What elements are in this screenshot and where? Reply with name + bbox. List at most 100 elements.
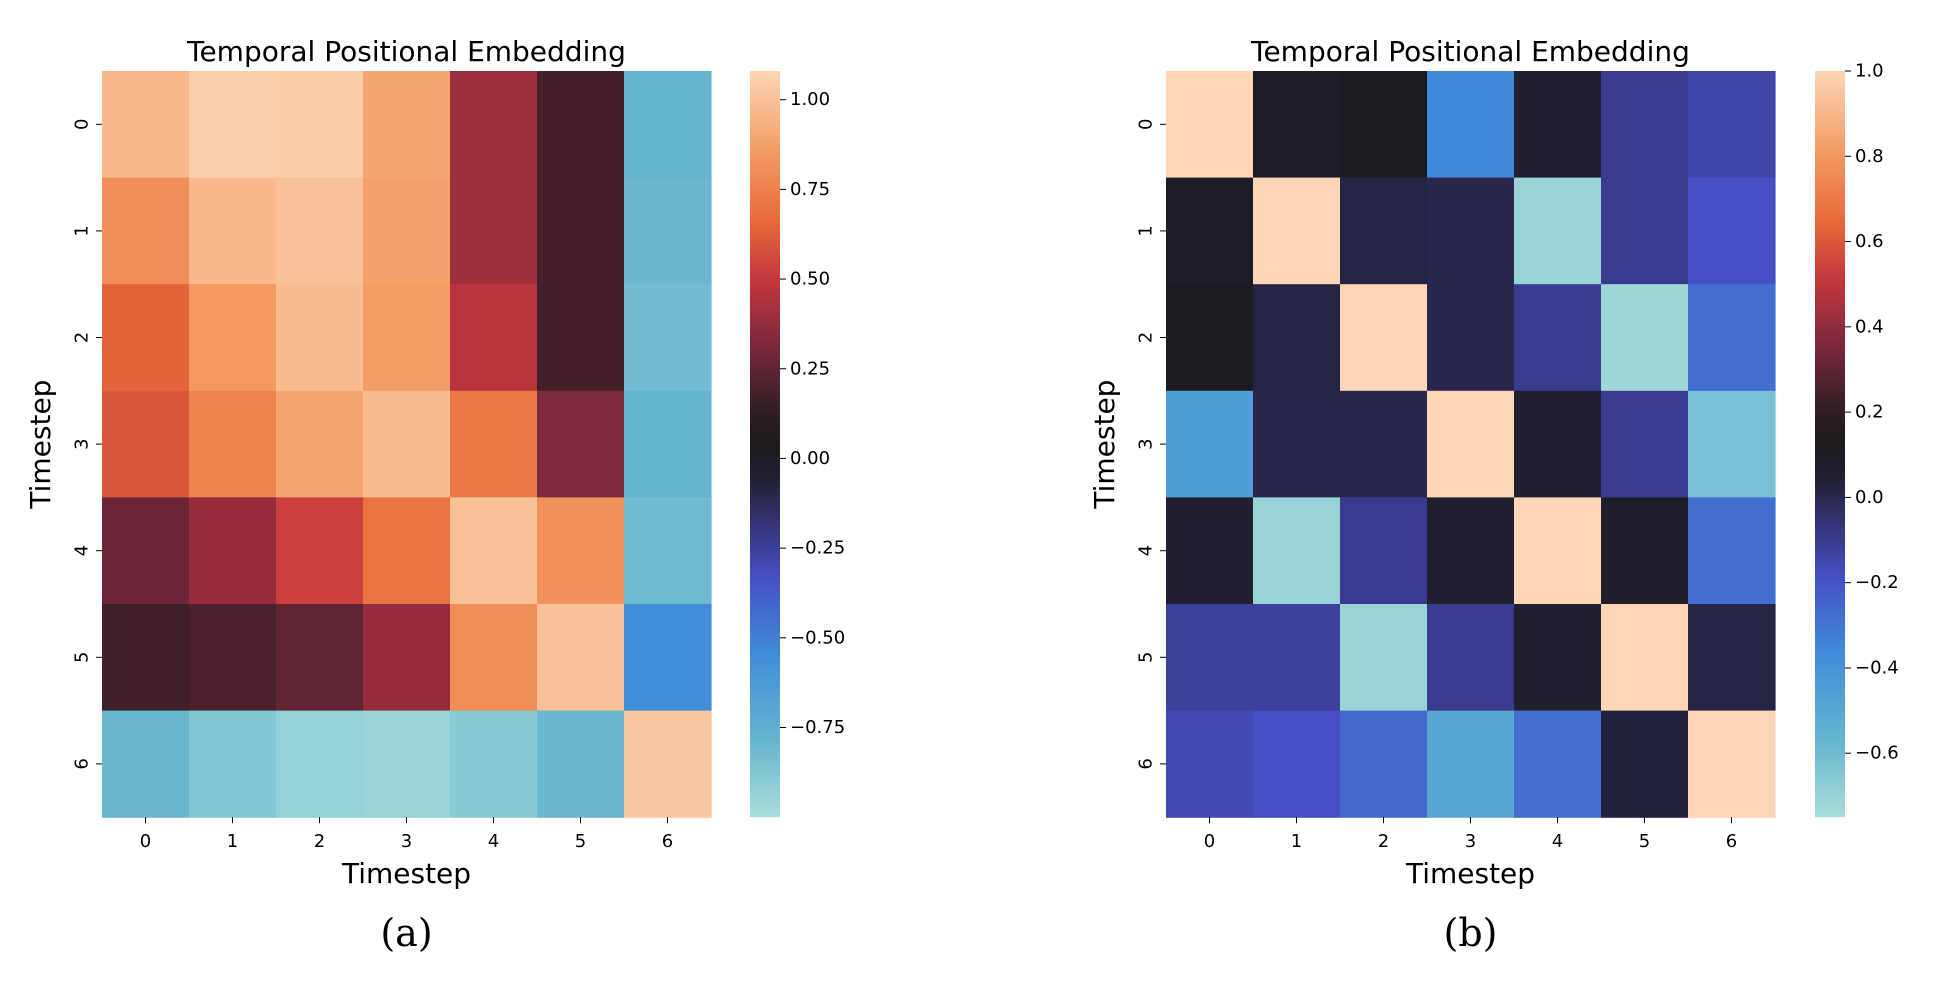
x-tick-label: 5 — [1639, 831, 1650, 852]
heatmap-cell-r3-c0 — [102, 390, 190, 498]
colorbar-tick-label: 0.75 — [790, 179, 830, 200]
heatmap-cell-r6-c5 — [1601, 710, 1689, 818]
y-tick-label: 6 — [1136, 758, 1157, 769]
heatmap-cell-r0-c2 — [1340, 71, 1428, 179]
heatmap-cell-r4-c6 — [1688, 497, 1776, 605]
colorbar-tick-label: 0.8 — [1855, 146, 1884, 167]
heatmap-cell-r4-c1 — [1253, 497, 1341, 605]
x-tick-label: 0 — [140, 831, 151, 852]
x-tick-label: 5 — [575, 831, 586, 852]
x-tick-label: 2 — [314, 831, 325, 852]
colorbar-tick-label: 0.0 — [1855, 487, 1884, 508]
x-axis-label: Timestep — [341, 857, 471, 890]
panel-label: (b) — [1444, 911, 1498, 955]
x-tick-label: 4 — [1552, 831, 1563, 852]
heatmap-panel-0: Temporal Positional Embedding 0 1 2 3 4 5 6 0 1 2 3… — [24, 35, 845, 955]
heatmap-cell-r6-c3 — [363, 710, 451, 818]
colorbar-tick-label: 1.00 — [790, 89, 830, 110]
heatmap-cell-r4-c4 — [1514, 497, 1602, 605]
heatmap-cell-r2-c5 — [537, 284, 625, 392]
colorbar-tick-label: −0.50 — [790, 627, 845, 648]
y-axis-label: Timestep — [24, 380, 57, 510]
y-tick-label: 4 — [1136, 545, 1157, 556]
heatmap-cell-r3-c2 — [276, 390, 364, 498]
heatmap-cell-r0-c6 — [1688, 71, 1776, 179]
y-axis-label: Timestep — [1088, 380, 1121, 510]
y-tick-label: 5 — [72, 652, 93, 663]
heatmap-cell-r0-c5 — [537, 71, 625, 179]
heatmap-cell-r2-c1 — [189, 284, 277, 392]
heatmap-cell-r0-c2 — [276, 71, 364, 179]
heatmap-cell-r3-c4 — [1514, 390, 1602, 498]
heatmap-cell-r3-c2 — [1340, 390, 1428, 498]
heatmap-cell-r6-c1 — [189, 710, 277, 818]
colorbar-tick-label: 0.25 — [790, 358, 830, 379]
colorbar-tick-label: −0.4 — [1855, 657, 1899, 678]
x-tick-label: 1 — [1291, 831, 1302, 852]
y-tick-label: 4 — [72, 545, 93, 556]
heatmap-cell-r6-c2 — [276, 710, 364, 818]
x-tick-label: 1 — [227, 831, 238, 852]
heatmap-cell-r6-c1 — [1253, 710, 1341, 818]
heatmap-cell-r5-c4 — [1514, 604, 1602, 712]
heatmap-cell-r6-c6 — [1688, 710, 1776, 818]
heatmap-cell-r4-c1 — [189, 497, 277, 605]
heatmap-cell-r5-c6 — [624, 604, 712, 712]
heatmap-cell-r6-c0 — [102, 710, 190, 818]
colorbar-tick-label: 0.00 — [790, 448, 830, 469]
heatmap-cell-r3-c6 — [624, 390, 712, 498]
heatmap-cell-r1-c5 — [537, 177, 625, 285]
heatmap-cell-r5-c5 — [537, 604, 625, 712]
heatmap-cell-r3-c3 — [363, 390, 451, 498]
x-tick-label: 6 — [1726, 831, 1737, 852]
heatmap-cell-r4-c3 — [363, 497, 451, 605]
heatmap-cell-r1-c4 — [450, 177, 538, 285]
y-tick-label: 2 — [1136, 332, 1157, 343]
colorbar-tick-label: −0.6 — [1855, 743, 1899, 764]
heatmap-cell-r6-c0 — [1166, 710, 1254, 818]
heatmap-cell-r5-c0 — [102, 604, 190, 712]
heatmap-cell-r2-c3 — [363, 284, 451, 392]
heatmap-cell-r1-c2 — [276, 177, 364, 285]
heatmap-cell-r0-c3 — [1427, 71, 1515, 179]
heatmap-cell-r3-c5 — [537, 390, 625, 498]
y-tick-label: 3 — [72, 438, 93, 449]
heatmap-cell-r5-c3 — [363, 604, 451, 712]
heatmap-cell-r6-c3 — [1427, 710, 1515, 818]
heatmap-cell-r0-c5 — [1601, 71, 1689, 179]
heatmap-cell-r3-c4 — [450, 390, 538, 498]
heatmap-cell-r4-c4 — [450, 497, 538, 605]
x-tick-label: 6 — [662, 831, 673, 852]
colorbar — [750, 71, 780, 818]
heatmap-cell-r1-c1 — [1253, 177, 1341, 285]
heatmap-cell-r5-c6 — [1688, 604, 1776, 712]
colorbar-tick-label: 0.2 — [1855, 402, 1884, 423]
y-tick-label: 2 — [72, 332, 93, 343]
heatmap-cell-r1-c5 — [1601, 177, 1689, 285]
heatmap-cell-r2-c6 — [624, 284, 712, 392]
heatmap-cell-r3-c1 — [189, 390, 277, 498]
heatmap-cell-r2-c2 — [1340, 284, 1428, 392]
colorbar-tick-label: 1.0 — [1855, 61, 1884, 82]
heatmap-cell-r1-c3 — [363, 177, 451, 285]
heatmap-cell-r4-c3 — [1427, 497, 1515, 605]
colorbar-tick-label: −0.25 — [790, 538, 845, 559]
heatmap-cell-r1-c0 — [1166, 177, 1254, 285]
heatmap-cell-r6-c2 — [1340, 710, 1428, 818]
heatmap-cell-r4-c5 — [1601, 497, 1689, 605]
heatmap-cell-r0-c4 — [1514, 71, 1602, 179]
y-tick-label: 1 — [1136, 225, 1157, 236]
x-tick-label: 0 — [1204, 831, 1215, 852]
heatmap-cell-r6-c4 — [450, 710, 538, 818]
colorbar-tick-label: −0.75 — [790, 717, 845, 738]
heatmap-cell-r1-c3 — [1427, 177, 1515, 285]
y-tick-label: 0 — [1136, 119, 1157, 130]
heatmap-cell-r6-c6 — [624, 710, 712, 818]
y-tick-label: 1 — [72, 225, 93, 236]
heatmap-cell-r0-c4 — [450, 71, 538, 179]
heatmap-cell-r4-c6 — [624, 497, 712, 605]
heatmap-cell-r5-c4 — [450, 604, 538, 712]
heatmap-cell-r5-c1 — [1253, 604, 1341, 712]
colorbar-tick-label: 0.50 — [790, 269, 830, 290]
heatmap-cell-r2-c3 — [1427, 284, 1515, 392]
